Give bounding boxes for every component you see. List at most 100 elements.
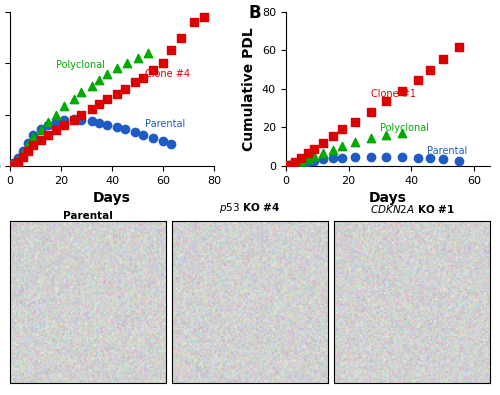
Point [113, 91, 121, 97]
Point [113, 65, 121, 71]
Point [304, 156, 312, 162]
Point [78, 117, 86, 123]
Point [329, 133, 337, 139]
Text: B: B [249, 4, 262, 22]
Point [124, 60, 132, 66]
Point [14, 154, 22, 161]
Point [96, 101, 104, 107]
Point [159, 60, 167, 66]
Point [52, 127, 60, 133]
Point [44, 118, 52, 125]
X-axis label: Days: Days [369, 191, 407, 205]
Point [70, 96, 78, 102]
Point [149, 67, 157, 73]
Point [426, 66, 434, 73]
Point [88, 118, 96, 124]
Point [310, 158, 318, 164]
Point [338, 126, 346, 133]
Point [113, 124, 121, 130]
Point [285, 162, 293, 169]
Point [52, 111, 60, 118]
Point [366, 135, 374, 141]
Point [70, 116, 78, 122]
Point [29, 134, 37, 140]
Title: Parental: Parental [63, 211, 113, 220]
Point [60, 117, 68, 123]
Point [320, 140, 328, 146]
Point [78, 111, 86, 118]
Text: $\it{CDKN2A}$ KO #1: $\it{CDKN2A}$ KO #1 [370, 203, 454, 215]
Text: Parental: Parental [427, 147, 468, 156]
Point [88, 106, 96, 113]
Y-axis label: Cumulative PDL: Cumulative PDL [242, 27, 256, 151]
Point [190, 19, 198, 25]
Point [439, 56, 447, 62]
Point [329, 147, 337, 153]
Point [139, 75, 147, 81]
Point [414, 77, 422, 83]
Point [426, 155, 434, 162]
Point [285, 162, 293, 169]
Point [14, 157, 22, 163]
Point [338, 154, 346, 161]
Point [8, 160, 16, 166]
Point [24, 140, 32, 147]
Point [131, 79, 139, 85]
Point [19, 147, 27, 154]
Point [36, 137, 44, 143]
Point [291, 161, 299, 167]
Text: $\it{p53}$ KO #4: $\it{p53}$ KO #4 [220, 201, 280, 215]
Text: Polyclonal: Polyclonal [380, 123, 429, 134]
Point [320, 156, 328, 162]
Text: Polyclonal: Polyclonal [56, 60, 105, 70]
Point [103, 122, 111, 128]
Point [44, 132, 52, 138]
Point [351, 118, 359, 125]
Point [310, 153, 318, 160]
Point [19, 154, 27, 160]
Point [320, 150, 328, 157]
Point [382, 154, 390, 160]
Point [338, 143, 346, 149]
Point [103, 70, 111, 77]
Point [382, 98, 390, 105]
Point [366, 154, 374, 160]
Point [382, 132, 390, 138]
Point [351, 139, 359, 145]
Point [8, 162, 16, 168]
Point [159, 138, 167, 145]
Point [414, 154, 422, 161]
Point [351, 154, 359, 160]
Point [96, 77, 104, 83]
Point [200, 14, 208, 20]
Point [78, 89, 86, 95]
Point [29, 132, 37, 138]
Point [291, 159, 299, 165]
Point [439, 156, 447, 162]
Point [14, 159, 22, 165]
Point [177, 34, 185, 41]
Point [36, 126, 44, 132]
Point [8, 161, 16, 167]
Text: Parental: Parental [146, 119, 186, 129]
Point [36, 127, 44, 133]
Point [131, 129, 139, 135]
Point [366, 109, 374, 115]
Point [121, 126, 129, 132]
Point [304, 150, 312, 157]
Point [167, 141, 175, 148]
Point [454, 43, 462, 50]
Point [70, 117, 78, 123]
Point [167, 47, 175, 53]
Point [24, 142, 32, 149]
Point [88, 83, 96, 89]
Point [44, 122, 52, 128]
Point [60, 122, 68, 128]
Point [285, 162, 293, 168]
Point [398, 88, 406, 94]
Point [96, 120, 104, 126]
Text: Clone #1: Clone #1 [370, 88, 416, 99]
Point [19, 150, 27, 157]
Point [144, 50, 152, 56]
Point [52, 118, 60, 125]
